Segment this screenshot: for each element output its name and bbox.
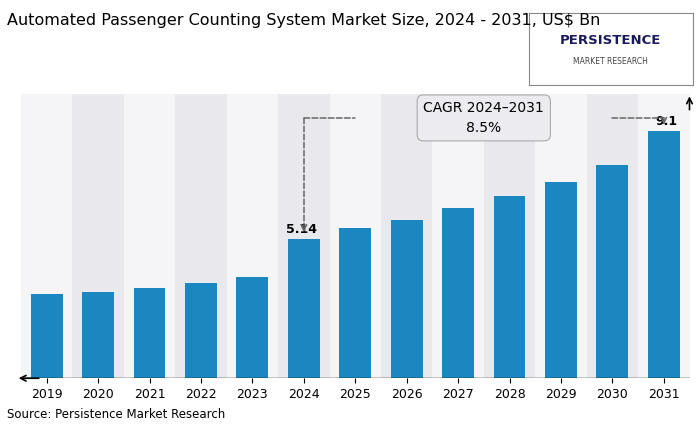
Bar <box>21 94 72 378</box>
Bar <box>587 94 638 378</box>
Bar <box>442 208 474 378</box>
Bar <box>381 94 433 378</box>
Bar <box>433 94 484 378</box>
Bar <box>124 94 175 378</box>
Bar <box>72 94 124 378</box>
Bar <box>494 196 526 378</box>
Bar <box>330 94 381 378</box>
Text: Source: Persistence Market Research: Source: Persistence Market Research <box>7 408 225 421</box>
Bar <box>288 239 320 378</box>
Text: 9.1: 9.1 <box>655 115 678 128</box>
Bar <box>596 165 629 378</box>
Bar <box>484 94 536 378</box>
Bar <box>82 292 114 378</box>
Text: Automated Passenger Counting System Market Size, 2024 - 2031, US$ Bn: Automated Passenger Counting System Mark… <box>7 13 601 28</box>
Bar <box>638 94 690 378</box>
Bar <box>31 294 63 378</box>
Bar <box>175 94 227 378</box>
Bar <box>391 221 423 378</box>
Text: 5.14: 5.14 <box>286 223 317 235</box>
Bar <box>134 288 165 378</box>
Text: PERSISTENCE: PERSISTENCE <box>560 34 661 47</box>
Bar <box>237 277 268 378</box>
Text: CAGR 2024–2031
8.5%: CAGR 2024–2031 8.5% <box>424 101 544 135</box>
Bar <box>536 94 587 378</box>
Bar <box>545 181 577 378</box>
Bar <box>648 131 680 378</box>
Bar <box>185 283 217 378</box>
Bar <box>278 94 330 378</box>
Text: MARKET RESEARCH: MARKET RESEARCH <box>573 57 648 66</box>
Bar <box>227 94 278 378</box>
Bar <box>340 228 371 378</box>
